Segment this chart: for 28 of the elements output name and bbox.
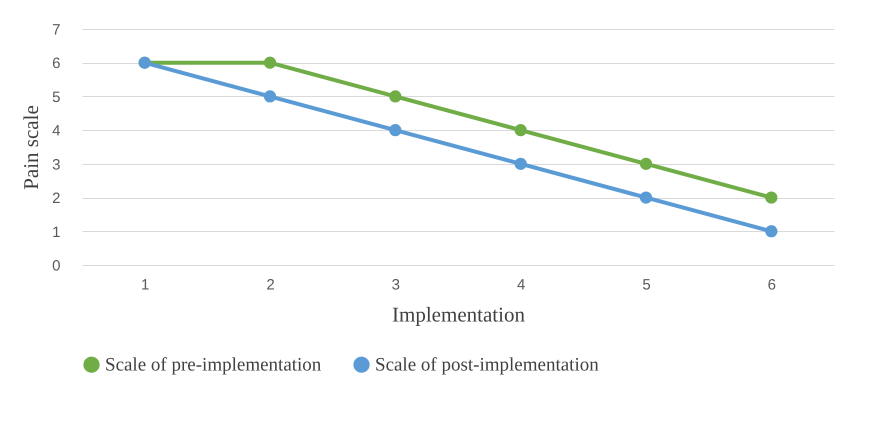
- y-tick-label: 2: [52, 190, 60, 208]
- legend-label: Scale of pre-implementation: [105, 354, 322, 376]
- point: [389, 90, 402, 103]
- point: [765, 225, 778, 238]
- x-tick-label: 6: [768, 276, 776, 294]
- y-tick-label: 6: [52, 55, 60, 72]
- point: [514, 158, 527, 170]
- y-tick-label: 5: [52, 88, 60, 106]
- point: [264, 90, 276, 103]
- x-tick-label: 3: [392, 276, 400, 294]
- point: [640, 158, 652, 170]
- legend-label: Scale of post-implementation: [375, 354, 600, 376]
- y-tick-label: 3: [52, 156, 60, 174]
- x-tick-label: 1: [140, 276, 150, 294]
- x-tick-label: 2: [266, 276, 275, 294]
- y-tick-label: 0: [52, 258, 60, 274]
- y-tick-label: 4: [52, 122, 60, 140]
- point: [765, 191, 778, 204]
- point: [264, 56, 276, 69]
- y-tick-label: 1: [52, 224, 60, 241]
- x-tick-label: 4: [516, 276, 526, 294]
- x-axis-title: Implementation: [392, 302, 526, 326]
- point: [640, 191, 652, 204]
- y-tick-label: 7: [52, 22, 60, 38]
- y-axis-title: Pain scale: [19, 105, 44, 190]
- x-tick-label: 5: [642, 276, 651, 294]
- point: [389, 124, 402, 136]
- point: [514, 124, 527, 136]
